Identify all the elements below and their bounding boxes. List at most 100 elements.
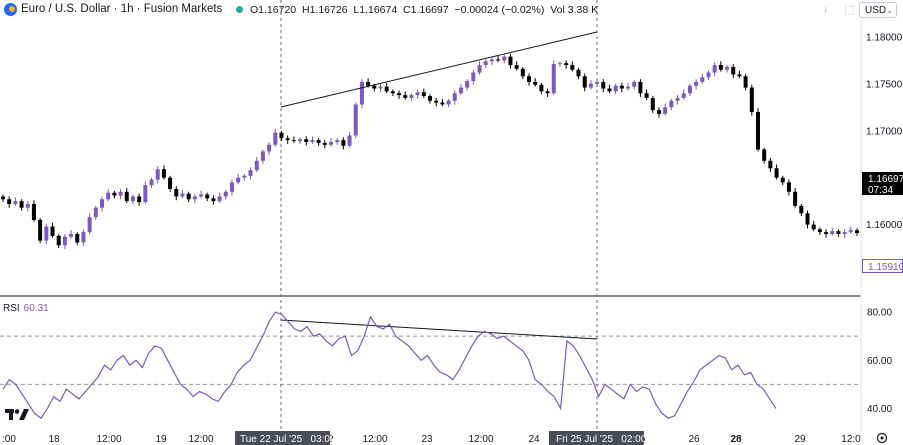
rsi-tick-label: 80.00 — [867, 308, 892, 319]
candle — [706, 70, 711, 81]
candle — [551, 60, 556, 96]
rsi-legend[interactable]: RSI 60.31 — [3, 303, 49, 314]
candle — [174, 186, 179, 201]
candle — [496, 55, 501, 63]
candle — [291, 136, 296, 143]
candle — [588, 80, 593, 90]
candle — [502, 54, 507, 64]
candle — [13, 197, 18, 206]
time-tick-label: 24 — [528, 434, 540, 445]
candle — [124, 188, 129, 204]
candle — [545, 88, 550, 97]
candle — [50, 222, 55, 238]
current-price-value: 1.15910 — [868, 262, 903, 273]
candle — [180, 189, 185, 199]
currency-select[interactable]: USD ⌄ — [859, 2, 897, 18]
current-price-label: 1.15910 — [862, 259, 903, 273]
candle — [848, 226, 853, 234]
candle — [811, 220, 816, 232]
candle — [638, 79, 643, 97]
candle — [855, 228, 859, 236]
price-tick-label: 1.17000 — [866, 126, 903, 137]
maximize-icon[interactable]: ⬚ — [844, 4, 855, 16]
candle — [112, 190, 117, 199]
candle — [106, 188, 111, 202]
candle — [397, 90, 402, 99]
candle — [93, 205, 98, 220]
time-tick-label: 18 — [48, 434, 60, 445]
candle — [428, 94, 432, 104]
rsi-line — [2, 311, 777, 420]
candles — [1, 53, 859, 250]
time-tick-label: 29 — [794, 434, 806, 445]
symbol-title[interactable]: Euro / U.S. Dollar · 1h · Fusion Markets — [21, 3, 223, 15]
time-axis-ticks: :001812:001912:002212:002312:00242526282… — [2, 434, 861, 445]
candle — [390, 89, 395, 97]
rsi-tick-label: 40.00 — [867, 404, 892, 415]
candle — [650, 96, 655, 113]
candle — [335, 138, 340, 145]
candle — [118, 188, 123, 200]
candle — [186, 191, 191, 203]
candle — [725, 65, 730, 73]
candle — [322, 140, 327, 149]
candle — [564, 60, 569, 69]
time-tick-label: 26 — [688, 434, 700, 445]
candle — [199, 190, 204, 199]
candle — [632, 80, 637, 90]
candle — [799, 203, 804, 217]
time-tick-label: 12:00 — [468, 434, 493, 445]
candle — [378, 83, 383, 93]
candle — [768, 157, 773, 173]
candle — [817, 227, 822, 235]
candle — [229, 179, 234, 196]
rsi-value: 60.31 — [23, 303, 49, 314]
arrow-down-icon[interactable]: ↓ — [823, 3, 829, 15]
candle — [217, 192, 222, 204]
candle — [168, 175, 173, 192]
candle — [403, 91, 408, 100]
time-tick-label: 12:00 — [96, 434, 121, 445]
candle — [7, 196, 12, 208]
candle — [298, 137, 303, 144]
candle — [613, 83, 618, 95]
candle — [669, 98, 674, 111]
candle — [681, 89, 686, 100]
candle — [762, 147, 767, 164]
candle — [81, 229, 86, 247]
candle — [328, 138, 333, 147]
candle — [619, 82, 624, 93]
candle — [415, 89, 420, 99]
candle — [242, 173, 247, 181]
candle — [595, 80, 600, 87]
candle — [533, 78, 538, 87]
rsi-tick-label: 60.00 — [867, 356, 892, 367]
candle — [19, 199, 24, 211]
crosshair-time-label-2: Fri 25 Jul '25 02:00 — [549, 431, 647, 445]
candle — [434, 97, 439, 107]
time-tick-label: 23 — [421, 434, 433, 445]
candle — [842, 229, 847, 238]
rsi-axis-ticks: 80.00 60.00 40.00 — [867, 308, 892, 415]
candle — [718, 61, 723, 72]
chart-header: Euro / U.S. Dollar · 1h · Fusion Markets… — [0, 0, 903, 20]
settings-gear-icon[interactable] — [876, 432, 888, 444]
candle — [223, 189, 228, 200]
symbol-flag-icon — [4, 3, 17, 16]
candle — [656, 107, 661, 118]
price-tick-label: 1.18000 — [866, 32, 903, 43]
candle — [316, 138, 321, 146]
candle — [347, 131, 352, 148]
candle — [830, 227, 835, 236]
candle — [260, 149, 265, 164]
candle — [743, 74, 748, 91]
candle — [87, 213, 92, 234]
candle — [694, 79, 699, 90]
candle — [341, 137, 346, 150]
ohlc-readout: O1.16720 H1.16726 L1.16674 C1.16697 −0.0… — [250, 4, 599, 16]
candle — [75, 232, 80, 246]
candle — [805, 210, 810, 229]
chevron-down-icon: ⌄ — [886, 6, 893, 15]
candle — [211, 195, 216, 205]
